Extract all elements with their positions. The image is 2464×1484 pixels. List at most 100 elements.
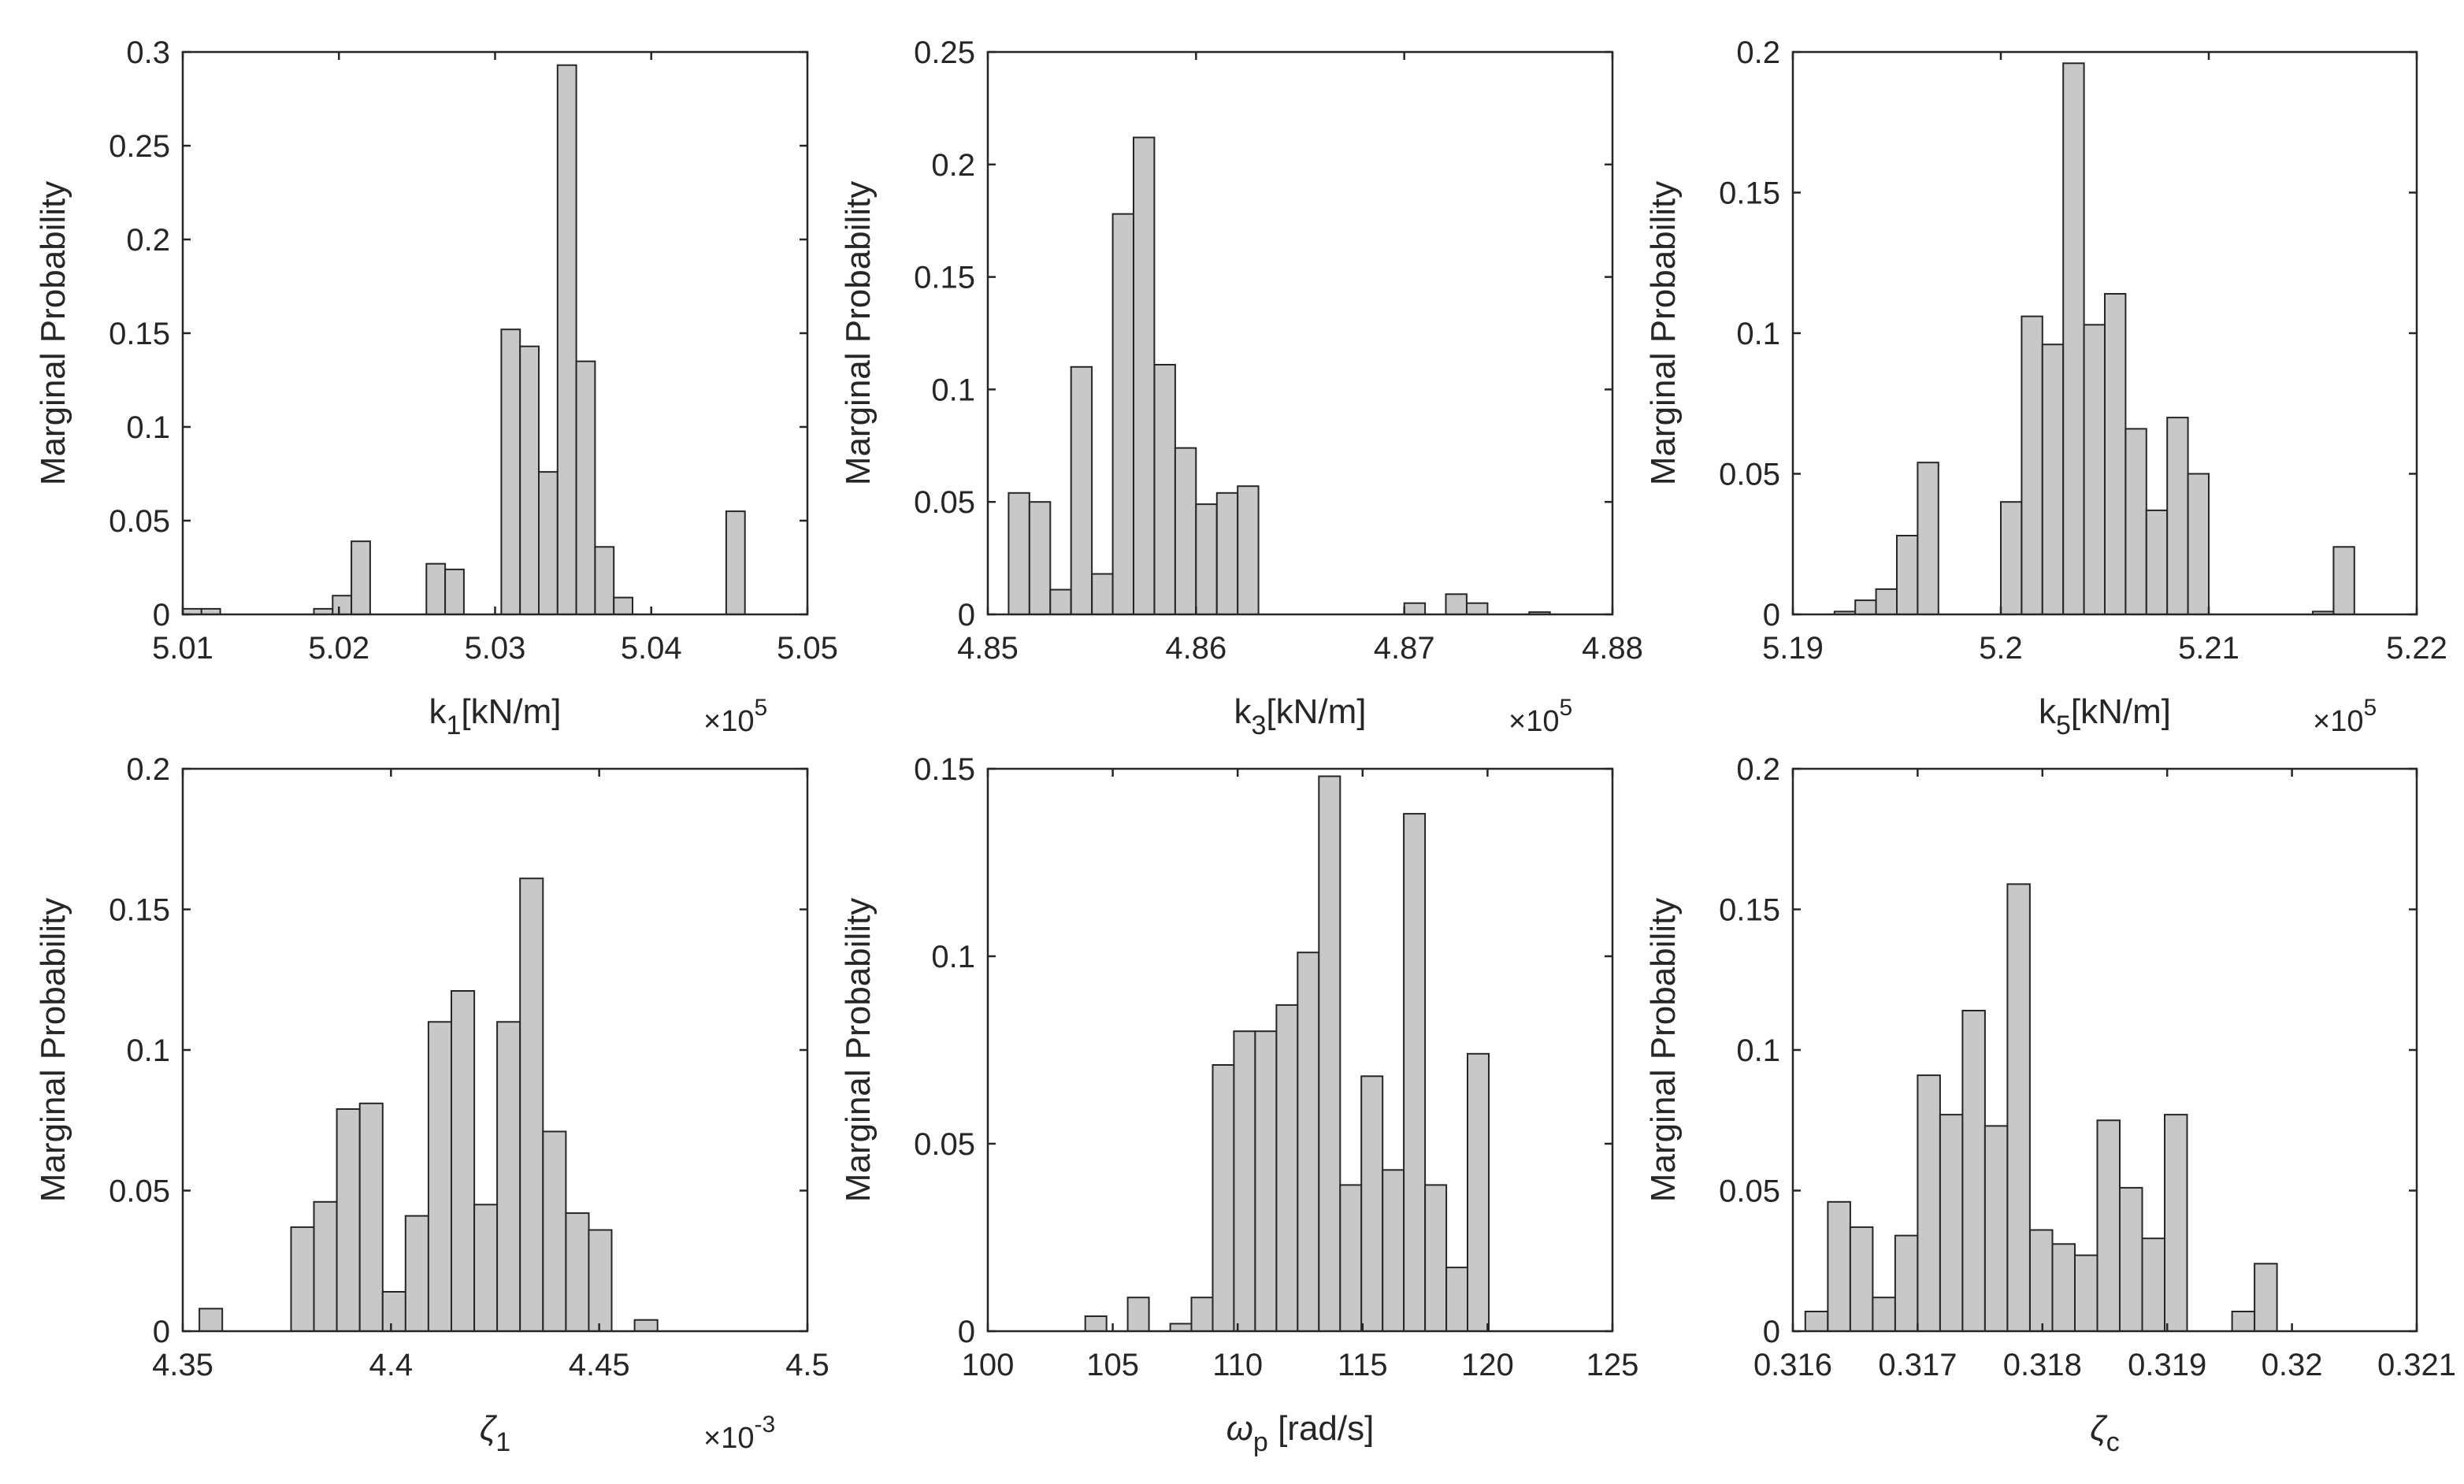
histogram-bar	[2254, 1263, 2278, 1333]
x-tick-label: 110	[1212, 1348, 1263, 1382]
histogram-bar	[1133, 136, 1156, 615]
y-tick-label: 0.2	[1736, 35, 1780, 70]
histogram-bar	[1403, 602, 1427, 616]
y-tick-label: 0.25	[914, 35, 975, 70]
histogram-bar	[404, 1215, 429, 1332]
histogram-bar	[2029, 1229, 2054, 1332]
histogram-bar	[556, 64, 577, 615]
y-tick-label: 0.15	[1719, 893, 1780, 928]
histogram-bar	[1827, 1200, 1851, 1333]
x-tick-label: 5.22	[2386, 631, 2447, 666]
histogram-bar	[1382, 1169, 1405, 1333]
y-axis-label: Marginal Probability	[839, 898, 878, 1202]
x-axis-label-symbol: ω	[1226, 1409, 1253, 1448]
x-tick-label: 4.85	[957, 631, 1019, 666]
y-tick-label: 0.1	[126, 410, 170, 445]
histogram-bar	[2096, 1119, 2121, 1333]
histogram-bar	[1049, 588, 1072, 615]
y-tick-label: 0	[153, 1315, 170, 1349]
histogram-bar	[1939, 1114, 1964, 1332]
y-tick-label: 0.1	[931, 940, 975, 974]
histogram-bar	[1403, 813, 1427, 1332]
histogram-bar	[451, 990, 476, 1332]
y-tick-label: 0.15	[914, 261, 975, 295]
histogram-bar	[1084, 1315, 1108, 1332]
histogram-bar	[1195, 503, 1218, 615]
histogram-bar	[575, 360, 596, 615]
axes-frame	[986, 767, 1614, 1333]
histogram-bar	[2145, 509, 2169, 616]
x-axis-label-symbol: ζ	[2090, 1409, 2108, 1448]
histogram-bar	[1169, 1323, 1193, 1332]
x-tick-label: 5.19	[1762, 631, 1824, 666]
y-axis-label: Marginal Probability	[34, 181, 72, 485]
x-axis-label-units: [kN/m]	[461, 692, 561, 731]
chart-panel-1: 5.01 5.02 5.03 5.04 5.05 0 0.05 0.1 0.15 0.2 0.25 0…	[34, 35, 838, 740]
histogram-bar	[425, 562, 447, 616]
x-tick-label: 5.04	[621, 631, 682, 666]
histogram-bar	[1467, 1052, 1490, 1333]
histogram-bar	[2231, 1311, 2256, 1332]
y-tick-label: 0.15	[914, 752, 975, 787]
x-axis-label-subscript: c	[2106, 1427, 2120, 1457]
histogram-bar	[2041, 343, 2065, 615]
x-axis-label-subscript: 1	[495, 1427, 510, 1457]
x-axis-multiplier-exponent: 5	[754, 695, 767, 721]
histogram-bar	[1896, 535, 1919, 615]
x-axis-label-symbol: ζ	[480, 1409, 498, 1448]
histogram-bar	[1466, 602, 1489, 616]
x-tick-label: 0.32	[2262, 1348, 2323, 1382]
x-axis-multiplier-base: ×10	[703, 705, 754, 738]
histogram-bar	[1190, 1297, 1214, 1332]
y-tick-label: 0.1	[126, 1033, 170, 1068]
histogram-bar	[444, 568, 465, 616]
histogram-bar	[1875, 588, 1898, 616]
x-axis-label-subscript: p	[1253, 1427, 1268, 1457]
histogram-bar	[519, 877, 544, 1332]
y-tick-label: 0.05	[1719, 1174, 1780, 1209]
y-tick-label: 0.2	[126, 223, 170, 258]
histogram-bar	[2164, 1114, 2188, 1332]
x-axis-label-symbol: k	[1234, 692, 1252, 731]
x-tick-label: 4.5	[785, 1348, 829, 1382]
y-tick-label: 0.15	[1719, 176, 1780, 211]
histogram-bar	[538, 471, 558, 615]
histogram-bar	[290, 1226, 315, 1333]
x-tick-label: 5.03	[465, 631, 526, 666]
histogram-bar	[2062, 62, 2085, 616]
histogram-bar	[2000, 501, 2023, 616]
histogram-bar	[1854, 599, 1877, 615]
histogram-bar	[565, 1212, 590, 1332]
histogram-bar	[725, 510, 746, 615]
y-tick-label: 0.05	[914, 485, 975, 520]
histogram-bar	[1275, 1004, 1299, 1333]
histogram-bar	[633, 1319, 659, 1332]
histogram-bar	[1360, 1075, 1384, 1333]
x-axis-label: ζc	[2090, 1409, 2119, 1457]
x-tick-label: 4.87	[1374, 631, 1435, 666]
histogram-bar	[1849, 1226, 1874, 1333]
histogram-bar	[2332, 546, 2355, 615]
x-tick-label: 4.4	[369, 1348, 414, 1382]
y-axis-label: Marginal Probability	[839, 181, 878, 485]
x-axis-multiplier: ×105	[703, 695, 767, 738]
histogram-bar	[1028, 501, 1052, 616]
chart-panel-4: 4.35 4.4 4.45 4.5 0 0.05 0.1 0.15 0.2 Marginal Pr…	[34, 752, 829, 1457]
histogram-bar	[1237, 485, 1260, 616]
histogram-bar	[1297, 952, 1320, 1332]
histogram-bar	[1126, 1297, 1150, 1332]
histogram-bar	[1318, 775, 1341, 1332]
histogram-bar	[1917, 1074, 1941, 1332]
x-axis-multiplier-base: ×10	[2313, 705, 2363, 738]
histogram-bar	[2187, 473, 2210, 615]
histogram-bar	[2006, 883, 2031, 1332]
histogram-bar	[2051, 1243, 2076, 1333]
x-tick-label: 105	[1086, 1348, 1139, 1382]
histogram-bar	[1007, 492, 1030, 615]
histogram-bar	[1215, 492, 1239, 615]
x-axis-label-symbol: k	[429, 692, 447, 731]
y-axis-label: Marginal Probability	[1644, 898, 1683, 1202]
chart-panel-6: 0.316 0.317 0.318 0.319 0.32 0.321 0 0.05 0.1 0.1…	[1644, 752, 2456, 1457]
y-tick-label: 0.15	[109, 893, 170, 928]
